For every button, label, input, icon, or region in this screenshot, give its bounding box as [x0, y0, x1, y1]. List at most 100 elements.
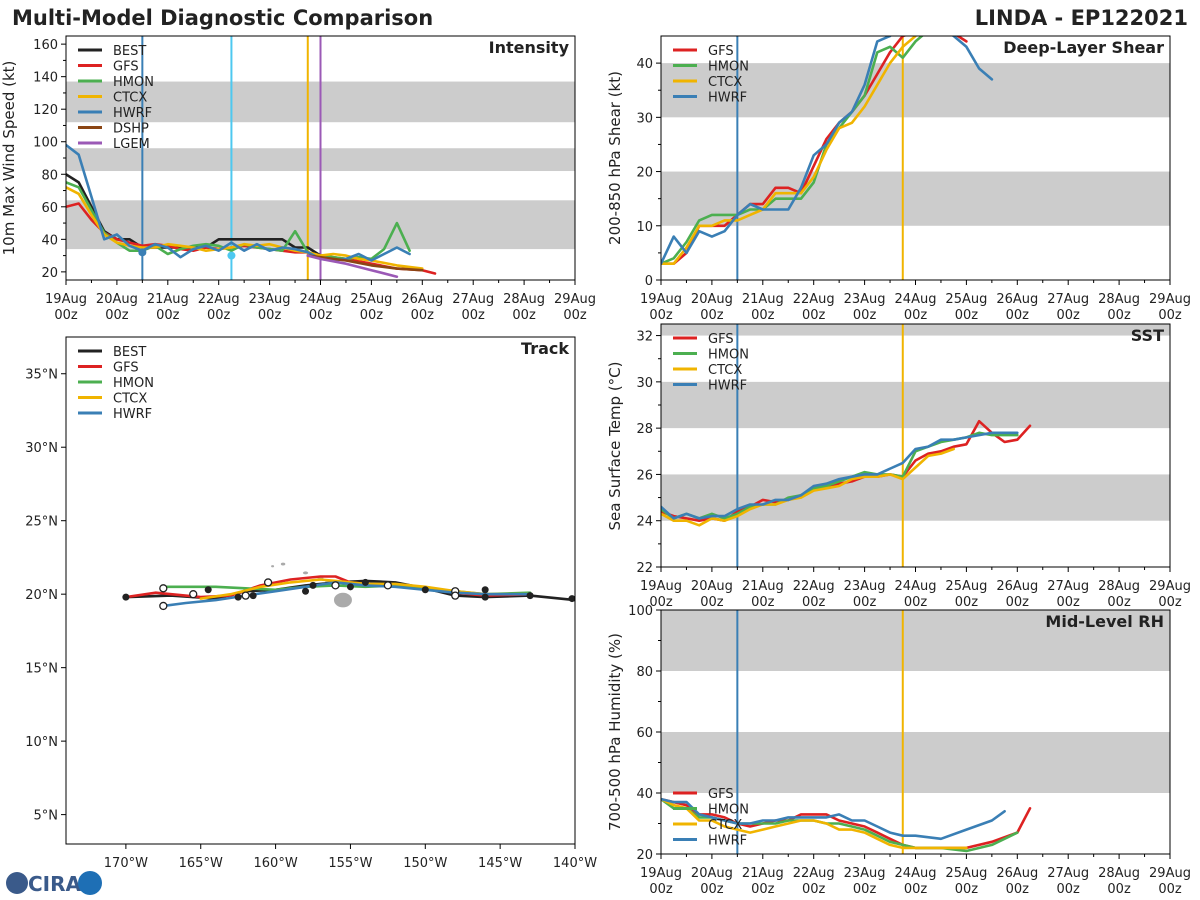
sst-legend-label-hwrf: HWRF	[708, 379, 747, 394]
track-dot-open-3	[263, 578, 273, 587]
rh-xtick-hour-2: 00z	[751, 882, 775, 897]
intensity-xtick-date-8: 27Aug	[452, 292, 494, 307]
intensity-xtick-hour-7: 00z	[411, 308, 435, 323]
shear-series-hwrf	[661, 36, 994, 265]
logo-storm-icon	[78, 871, 102, 895]
shear-xtick-hour-8: 00z	[1057, 308, 1081, 323]
shear-ylabel: 200-850 hPa Shear (kt)	[606, 71, 624, 245]
sst-ytick-label-3: 28	[636, 422, 653, 437]
rh-series-ctcx	[661, 797, 968, 850]
sst-band-0	[661, 474, 1170, 521]
rh-legend-label-hmon: HMON	[708, 803, 749, 818]
intensity-ytick-label-5: 120	[33, 103, 58, 118]
rh-xtick-date-5: 24Aug	[895, 866, 937, 881]
shear-ytick-label-0: 0	[645, 274, 653, 289]
sst-ytick-label-4: 30	[636, 376, 653, 391]
sst-xtick-date-2: 21Aug	[742, 579, 784, 594]
rh-xtick-hour-0: 00z	[649, 882, 673, 897]
shear-legend-label-hwrf: HWRF	[708, 91, 747, 106]
sst-xtick-date-0: 19Aug	[640, 579, 682, 594]
rh-legend-label-gfs: GFS	[708, 787, 734, 802]
sst-xtick-hour-6: 00z	[955, 595, 979, 610]
shear-xtick-hour-6: 00z	[955, 308, 979, 323]
track-xtick-label-4: 150°W	[403, 856, 447, 871]
intensity-xtick-date-0: 19Aug	[45, 292, 87, 307]
shear-xtick-date-2: 21Aug	[742, 292, 784, 307]
rh-xtick-date-1: 20Aug	[691, 866, 733, 881]
sst-xtick-date-3: 22Aug	[793, 579, 835, 594]
rh-ytick-label-0: 20	[636, 848, 653, 863]
track-ytick-label-6: 35°N	[25, 368, 58, 383]
sst-xtick-date-10: 29Aug	[1149, 579, 1191, 594]
intensity-marker-0	[138, 248, 147, 257]
rh-xtick-hour-6: 00z	[955, 882, 979, 897]
shear-xtick-hour-1: 00z	[700, 308, 724, 323]
track-dot-filled-9	[481, 593, 489, 601]
intensity-legend-label-dshp: DSHP	[113, 122, 149, 137]
sst-legend-label-hmon: HMON	[708, 348, 749, 363]
intensity-series-dshp	[306, 254, 424, 272]
sst-ylabel: Sea Surface Temp (°C)	[606, 361, 624, 530]
rh-xtick-date-6: 25Aug	[945, 866, 987, 881]
rh-ytick-label-3: 80	[636, 665, 653, 680]
shear-xtick-hour-3: 00z	[802, 308, 826, 323]
shear-xtick-hour-2: 00z	[751, 308, 775, 323]
intensity-title: Intensity	[489, 38, 570, 57]
rh-legend-label-ctcx: CTCX	[708, 818, 742, 833]
logo-text: CIRA	[28, 872, 82, 896]
intensity-legend-label-ctcx: CTCX	[113, 91, 147, 106]
intensity-ytick-label-0: 20	[41, 266, 58, 281]
shear-xtick-hour-9: 00z	[1107, 308, 1131, 323]
shear-panel: 01020304019Aug00z20Aug00z21Aug00z22Aug00…	[606, 35, 1191, 323]
track-xtick-label-1: 165°W	[179, 856, 223, 871]
island-5	[271, 565, 275, 568]
rh-xtick-hour-1: 00z	[700, 882, 724, 897]
figure-title: Multi-Model Diagnostic Comparison	[12, 6, 433, 30]
sst-legend-label-gfs: GFS	[708, 332, 734, 347]
intensity-xtick-hour-1: 00z	[105, 308, 129, 323]
intensity-xtick-hour-4: 00z	[258, 308, 282, 323]
rh-xtick-date-0: 19Aug	[640, 866, 682, 881]
sst-xtick-date-8: 27Aug	[1047, 579, 1089, 594]
track-dot-open-5	[383, 581, 393, 590]
shear-ytick-label-4: 40	[636, 57, 653, 72]
intensity-xtick-date-3: 22Aug	[198, 292, 240, 307]
track-ytick-label-3: 20°N	[25, 588, 58, 603]
intensity-ytick-label-3: 80	[41, 168, 58, 183]
sst-xtick-hour-1: 00z	[700, 595, 724, 610]
sst-ytick-label-5: 32	[636, 330, 653, 345]
track-panel: 5°N 10°N 15°N 20°N 25°N 30°N 35°N 170°W 165°W 160…	[25, 336, 597, 871]
track-ytick-label-2: 15°N	[25, 662, 58, 677]
track-dot-filled-11	[568, 595, 575, 603]
track-dot-open-2	[241, 591, 250, 600]
rh-xtick-date-4: 23Aug	[844, 866, 886, 881]
shear-legend-label-ctcx: CTCX	[708, 75, 742, 90]
rh-title: Mid-Level RH	[1045, 612, 1164, 631]
sst-xtick-date-5: 24Aug	[895, 579, 937, 594]
intensity-series-lgem	[306, 254, 399, 278]
track-dot-filled-6	[361, 578, 369, 586]
rh-xtick-hour-7: 00z	[1006, 882, 1030, 897]
rh-ytick-label-2: 60	[636, 726, 653, 741]
shear-ytick-label-3: 30	[636, 111, 653, 126]
rh-xtick-hour-5: 00z	[904, 882, 928, 897]
rh-xtick-hour-3: 00z	[802, 882, 826, 897]
sst-ytick-label-2: 26	[636, 468, 653, 483]
shear-legend-label-gfs: GFS	[708, 44, 734, 59]
sst-title: SST	[1131, 326, 1164, 345]
rh-xtick-date-2: 21Aug	[742, 866, 784, 881]
sst-series-hwrf	[661, 431, 1019, 520]
shear-xtick-date-3: 22Aug	[793, 292, 835, 307]
track-ytick-label-4: 25°N	[25, 515, 58, 530]
sst-ytick-label-0: 22	[636, 561, 653, 576]
rh-xtick-hour-10: 00z	[1158, 882, 1182, 897]
intensity-xtick-hour-10: 00z	[563, 308, 587, 323]
intensity-ytick-label-2: 60	[41, 201, 58, 216]
shear-xtick-date-8: 27Aug	[1047, 292, 1089, 307]
rh-ytick-label-1: 40	[636, 787, 653, 802]
intensity-xtick-hour-0: 00z	[54, 308, 78, 323]
intensity-legend-label-lgem: LGEM	[113, 137, 150, 152]
intensity-xtick-date-1: 20Aug	[96, 292, 138, 307]
shear-title: Deep-Layer Shear	[1003, 38, 1164, 57]
shear-plot-area	[661, 36, 1170, 280]
